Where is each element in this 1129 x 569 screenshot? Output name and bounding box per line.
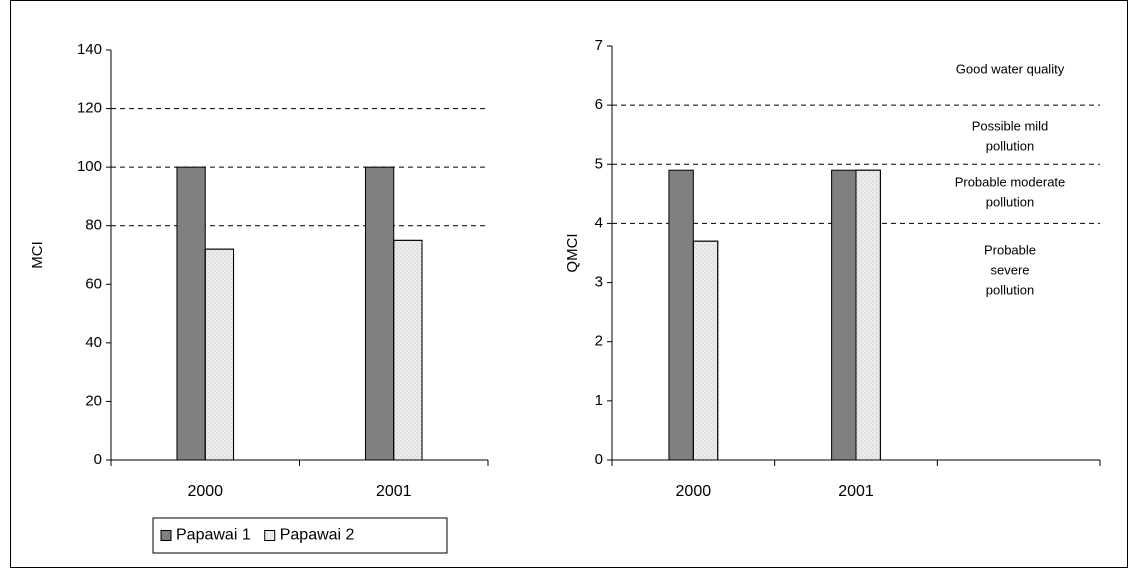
x-tick-label: 2000 xyxy=(187,483,223,500)
legend-swatch xyxy=(264,530,276,541)
y-tick-label: 4 xyxy=(595,214,603,231)
annotation: pollution xyxy=(986,194,1034,209)
legend-label: Papawai 1 xyxy=(176,527,251,544)
annotation: Possible mild xyxy=(972,118,1049,133)
annotation: pollution xyxy=(986,138,1034,153)
y-tick-label: 120 xyxy=(77,100,102,117)
y-tick-label: 140 xyxy=(77,41,102,58)
x-tick-label: 2001 xyxy=(838,483,874,500)
y-tick-label: 7 xyxy=(595,37,603,54)
y-tick-label: 6 xyxy=(595,96,603,113)
y-tick-label: 40 xyxy=(85,334,102,351)
bar-texture xyxy=(692,240,719,461)
bar xyxy=(176,166,206,461)
bar xyxy=(364,166,395,461)
x-tick-label: 2001 xyxy=(376,483,412,500)
y-tick-label: 1 xyxy=(595,392,603,409)
annotation: Probable xyxy=(984,242,1036,257)
y-tick-label: 3 xyxy=(595,274,603,291)
y-tick-label: 100 xyxy=(77,158,102,175)
y-tick-label: 0 xyxy=(595,451,603,468)
y-tick-label: 5 xyxy=(595,155,603,172)
bar-texture xyxy=(855,169,881,461)
y-axis-label: MCI xyxy=(29,241,46,269)
y-axis-label: QMCI xyxy=(564,233,581,272)
legend-swatch xyxy=(160,530,172,541)
legend-box xyxy=(152,517,448,554)
y-tick-label: 2 xyxy=(595,333,603,350)
annotation: pollution xyxy=(986,282,1034,297)
bar-texture xyxy=(393,239,423,461)
bar xyxy=(831,169,857,461)
x-tick-label: 2000 xyxy=(676,483,712,500)
bar-texture xyxy=(204,248,235,461)
y-tick-label: 20 xyxy=(85,392,102,409)
annotation: Probable moderate xyxy=(955,174,1066,189)
bar xyxy=(668,169,694,461)
legend-label: Papawai 2 xyxy=(280,527,355,544)
y-tick-label: 80 xyxy=(85,217,102,234)
y-tick-label: 0 xyxy=(94,451,102,468)
annotation: severe xyxy=(990,262,1029,277)
annotation: Good water quality xyxy=(956,61,1065,76)
y-tick-label: 60 xyxy=(85,275,102,292)
